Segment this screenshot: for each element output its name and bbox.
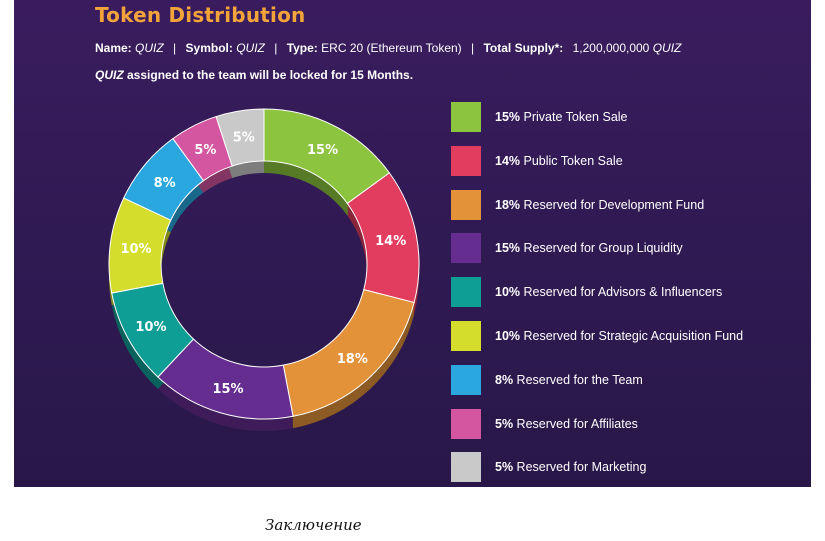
legend-label: 10% Reserved for Advisors & Influencers <box>495 285 722 299</box>
legend-item: 10% Reserved for Strategic Acquisition F… <box>451 321 791 351</box>
donut-chart: 15% 14% 18% 15% 10% 10% 8% 5% 5% <box>108 108 420 431</box>
slice-value-label: 5% <box>233 131 255 146</box>
legend-text: Reserved for Strategic Acquisition Fund <box>520 329 744 343</box>
legend-swatch <box>451 364 481 395</box>
legend-item: 14% Public Token Sale <box>451 145 791 176</box>
name-value: QUIZ <box>135 41 164 55</box>
type-value: ERC 20 (Ethereum Token) <box>321 41 462 55</box>
legend-percent: 5% <box>495 460 514 475</box>
slice-value-label: 14% <box>375 234 406 249</box>
legend-percent: 18% <box>495 197 521 212</box>
legend-item: 5% Reserved for Marketing <box>451 452 791 483</box>
slice-reserved-for-marketing <box>215 108 265 167</box>
lock-text: assigned to the team will be locked for … <box>123 68 414 82</box>
legend-label: 15% Reserved for Group Liquidity <box>495 241 683 255</box>
legend-text: Reserved for Affiliates <box>513 416 638 431</box>
symbol-label: Symbol: <box>185 41 233 55</box>
separator: | <box>274 41 278 55</box>
separator: | <box>173 41 177 55</box>
legend-text: Private Token Sale <box>520 110 628 124</box>
token-distribution-panel: Token Distribution Name: QUIZ | Symbol: … <box>14 0 811 487</box>
legend-percent: 14% <box>495 153 521 168</box>
legend-percent: 5% <box>495 416 514 431</box>
legend-item: 8% Reserved for the Team <box>451 364 791 395</box>
slice-value-label: 5% <box>194 143 216 158</box>
legend-swatch <box>451 277 481 308</box>
legend-swatch <box>451 233 481 264</box>
symbol-value: QUIZ <box>236 41 265 55</box>
legend-percent: 8% <box>495 372 514 387</box>
slice-value-label: 18% <box>337 352 368 367</box>
legend-text: Public Token Sale <box>520 153 623 168</box>
legend-label: 18% Reserved for Development Fund <box>495 198 704 212</box>
legend-swatch <box>451 145 481 176</box>
legend-text: Reserved for Development Fund <box>520 197 705 212</box>
slice-value-label: 10% <box>120 242 151 257</box>
legend-text: Reserved for Marketing <box>513 460 647 475</box>
separator: | <box>471 41 475 55</box>
lock-token: QUIZ <box>95 68 124 82</box>
legend-swatch <box>451 189 481 220</box>
supply-unit: QUIZ <box>652 41 682 55</box>
legend-swatch <box>451 452 481 483</box>
legend-text: Reserved for the Team <box>513 372 643 387</box>
supply-label: Total Supply*: <box>483 41 564 55</box>
legend-percent: 10% <box>495 329 521 343</box>
slice-value-label: 15% <box>307 143 338 158</box>
legend-swatch <box>451 321 481 351</box>
name-label: Name: <box>95 41 132 55</box>
token-meta-line: Name: QUIZ | Symbol: QUIZ | Type: ERC 20… <box>95 41 681 55</box>
legend-percent: 10% <box>495 285 521 300</box>
lock-notice: QUIZ assigned to the team will be locked… <box>95 68 413 82</box>
legend-label: 8% Reserved for the Team <box>495 373 643 387</box>
legend-item: 15% Private Token Sale <box>451 102 791 132</box>
chart-title: Token Distribution <box>95 3 306 27</box>
legend-item: 15% Reserved for Group Liquidity <box>451 233 791 264</box>
legend-label: 5% Reserved for Marketing <box>495 460 646 474</box>
slice-value-label: 8% <box>154 176 176 191</box>
legend-label: 15% Private Token Sale <box>495 110 628 124</box>
caption: Заключение <box>265 516 362 534</box>
type-label: Type: <box>286 41 318 55</box>
legend-item: 10% Reserved for Advisors & Influencers <box>451 277 791 308</box>
slice-value-label: 10% <box>135 320 166 335</box>
legend-label: 14% Public Token Sale <box>495 154 623 168</box>
legend-label: 10% Reserved for Strategic Acquisition F… <box>495 329 743 343</box>
legend-swatch <box>451 102 481 132</box>
legend-item: 5% Reserved for Affiliates <box>451 408 791 439</box>
legend-swatch <box>451 408 481 439</box>
legend-label: 5% Reserved for Affiliates <box>495 417 638 431</box>
legend-item: 18% Reserved for Development Fund <box>451 189 791 220</box>
supply-value: 1,200,000,000 <box>572 41 650 55</box>
legend-percent: 15% <box>495 110 521 124</box>
legend-percent: 15% <box>495 241 521 256</box>
legend-text: Reserved for Advisors & Influencers <box>520 285 723 300</box>
slice-value-label: 15% <box>212 382 243 397</box>
legend-text: Reserved for Group Liquidity <box>520 241 683 256</box>
